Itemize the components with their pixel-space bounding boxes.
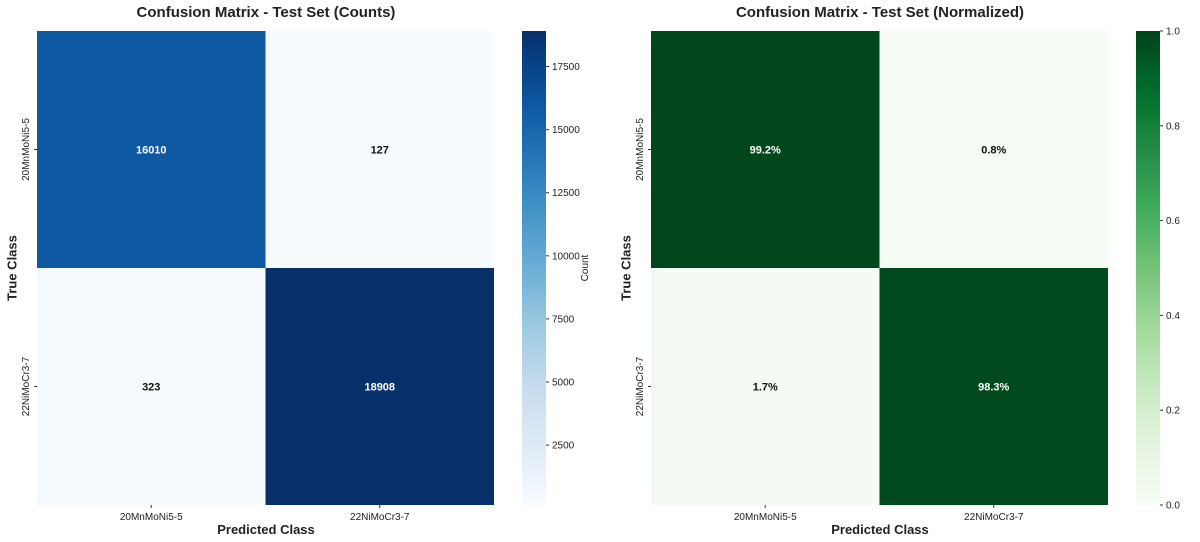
colorbar-tick-label: 2500: [552, 441, 575, 452]
cell-value-label: 1.7%: [753, 382, 778, 394]
heatmap-cell: [37, 31, 266, 268]
normalized-chart-panel: Confusion Matrix - Test Set (Normalized)…: [600, 0, 1200, 542]
colorbar-tick-label: 5000: [552, 378, 575, 389]
colorbar-tick-label: 0.2: [1166, 406, 1180, 417]
normalized-heatmap: 99.2% 0.8% 1.7% 98.3% 20MnMoNi5-5 22NiMoCr3-7…: [635, 27, 1180, 524]
colorbar-tick-label: 17500: [552, 62, 580, 73]
cell-value-label: 323: [142, 382, 160, 394]
colorbar-tick-label: 0.6: [1166, 216, 1180, 227]
cell-value-label: 16010: [136, 145, 167, 157]
counts-y-axis-label: True Class: [4, 235, 20, 301]
x-tick-label: 22NiMoCr3-7: [964, 512, 1024, 523]
colorbar-tick-label: 7500: [552, 314, 575, 325]
normalized-x-axis-label: Predicted Class: [831, 522, 929, 537]
colorbar-tick-label: 0.0: [1166, 501, 1180, 512]
y-tick-label: 22NiMoCr3-7: [21, 356, 32, 416]
cell-value-label: 127: [371, 145, 389, 157]
colorbar: [522, 31, 546, 505]
colorbar: [1136, 31, 1160, 505]
cell-value-label: 99.2%: [750, 145, 781, 157]
colorbar-tick-label: 10000: [552, 251, 580, 262]
counts-chart-title: Confusion Matrix - Test Set (Counts): [136, 4, 396, 21]
heatmap-cell: [651, 31, 880, 268]
colorbar-tick-label: 12500: [552, 188, 580, 199]
normalized-y-axis-label: True Class: [618, 235, 634, 301]
cell-value-label: 0.8%: [981, 145, 1006, 157]
normalized-chart-title: Confusion Matrix - Test Set (Normalized): [735, 4, 1025, 21]
cell-value-label: 98.3%: [978, 382, 1009, 394]
heatmap-cell: [265, 31, 494, 268]
y-tick-label: 20MnMoNi5-5: [635, 118, 646, 181]
counts-heatmap: 16010 127 323 18908 20MnMoNi5-5 22NiMoCr3-7 20…: [21, 31, 591, 523]
x-tick-label: 22NiMoCr3-7: [350, 512, 410, 523]
heatmap-cell: [265, 268, 494, 505]
colorbar-tick-label: 1.0: [1166, 27, 1180, 38]
heatmap-cell: [37, 268, 266, 505]
heatmap-cell: [879, 268, 1108, 505]
colorbar-tick-label: 0.4: [1166, 311, 1180, 322]
y-tick-label: 20MnMoNi5-5: [21, 118, 32, 181]
cell-value-label: 18908: [364, 382, 395, 394]
heatmap-cell: [651, 268, 880, 505]
x-tick-label: 20MnMoNi5-5: [120, 512, 183, 523]
colorbar-label: Count: [580, 254, 591, 281]
counts-x-axis-label: Predicted Class: [217, 522, 315, 537]
colorbar-tick-label: 0.8: [1166, 121, 1180, 132]
heatmap-cell: [879, 31, 1108, 268]
colorbar-tick-label: 15000: [552, 125, 580, 136]
counts-chart-panel: Confusion Matrix - Test Set (Counts) 160…: [4, 4, 592, 537]
y-tick-label: 22NiMoCr3-7: [635, 356, 646, 416]
x-tick-label: 20MnMoNi5-5: [734, 512, 797, 523]
